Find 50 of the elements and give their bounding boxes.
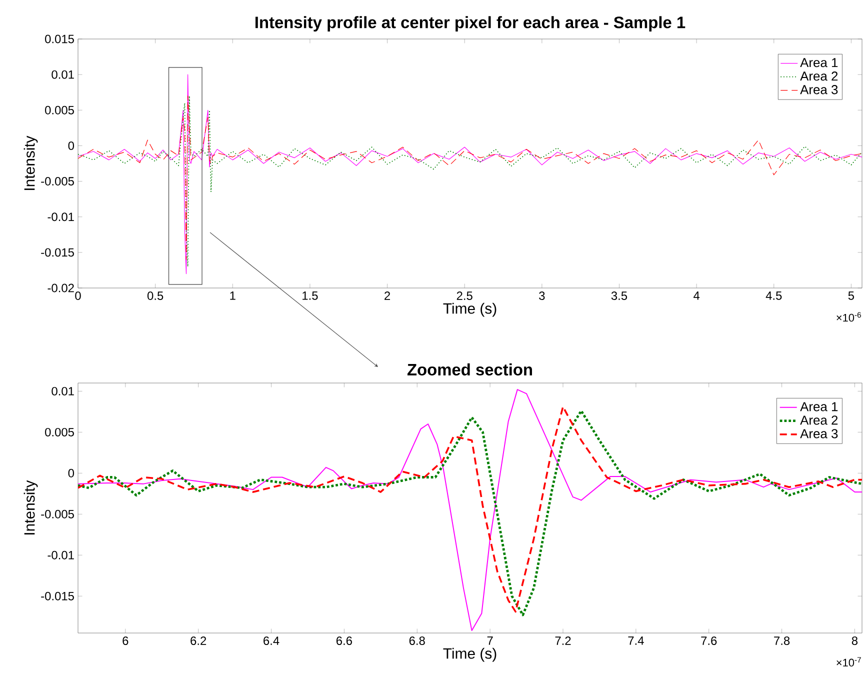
y-tick-label: -0.005 [41,177,74,186]
x-tick-label: 6.6 [336,636,352,645]
y-tick-label: -0.015 [41,592,74,600]
x-tick-label: 2 [384,292,390,300]
legend-label: Area 2 [800,416,838,425]
x-tick-label: 6 [122,636,128,645]
y-tick-label: -0.015 [41,248,74,257]
y-tick-label: 0 [68,468,74,478]
y-tick-label: -0.01 [48,550,74,560]
x-tick-label: 2.5 [456,292,472,300]
legend-label: Area 2 [800,72,838,81]
text: ×10$^{-7}$ [836,657,861,667]
x-tick-label: 7.6 [701,636,717,645]
chart-title: Intensity profile at center pixel for each area - Sample 1 [256,16,686,32]
x-tick-label: 1.5 [302,292,318,300]
x-tick-label: 1 [230,292,236,300]
y-tick-label: -0.01 [48,212,74,222]
y-axis-title: Intensity [24,480,38,534]
y-tick-label: 0.005 [45,106,74,114]
x-tick-label: 0.5 [147,292,164,300]
x-tick-label: 4 [694,292,700,300]
x-tick-label: 3 [539,292,545,300]
y-tick-label: 0.01 [52,70,74,79]
x-tick-label: 5 [848,292,854,300]
x-tick-label: 7.4 [628,636,644,645]
x-tick-label: 3.5 [611,292,628,300]
y-tick-label: 0.015 [45,34,74,44]
legend-label: Area 3 [800,85,838,94]
x-tick-label: 7 [487,636,493,645]
x-tick-label: 6.4 [264,636,280,645]
y-axis-title: Intensity [24,136,38,190]
y-tick-label: -0.02 [48,284,74,292]
text: ×10$^{-6}$ [836,312,861,322]
legend-label: Area 1 [800,402,838,412]
legend-label: Area 1 [800,58,838,68]
x-axis-title: Time (s) [443,648,496,662]
chart-title: Zoomed section [407,363,532,376]
legend-label: Area 3 [800,429,838,438]
x-tick-label: 6.2 [190,636,206,645]
x-tick-label: 7.8 [774,636,790,645]
y-tick-label: 0 [68,141,74,150]
x-tick-label: 4.5 [766,292,782,300]
y-tick-label: 0.01 [52,386,74,396]
y-tick-label: 0.005 [45,428,74,436]
y-tick-label: -0.005 [41,510,74,518]
x-tick-label: 7.2 [555,636,571,645]
x-tick-label: 6.8 [409,636,425,645]
x-tick-label: 0 [75,292,81,300]
x-axis-title: Time (s) [443,302,496,317]
x-tick-label: 8 [852,636,858,645]
